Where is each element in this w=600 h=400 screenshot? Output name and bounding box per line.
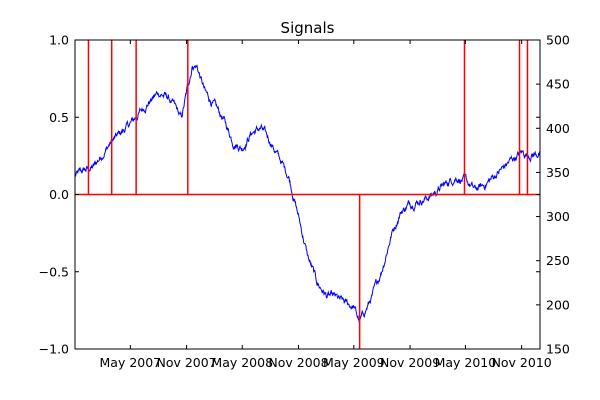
- x-tick-label: May 2008: [211, 355, 273, 370]
- right-tick-label: 450: [546, 77, 570, 92]
- left-tick-label: 0.0: [49, 187, 69, 202]
- right-tick-label: 200: [546, 297, 570, 312]
- x-tick-label: Nov 2010: [492, 355, 552, 370]
- chart-title: Signals: [281, 19, 335, 37]
- right-tick-label: 150: [546, 342, 570, 357]
- right-tick-label: 500: [546, 33, 570, 48]
- right-tick-label: 350: [546, 165, 570, 180]
- right-tick-label: 400: [546, 121, 570, 136]
- price-series-line: [75, 64, 540, 324]
- x-tick-label: Nov 2008: [268, 355, 328, 370]
- left-tick-label: −1.0: [39, 342, 69, 357]
- right-tick-label: 250: [546, 253, 570, 268]
- x-tick-label: Nov 2007: [156, 355, 216, 370]
- axes: −1.0 −0.5 0.0 0.5 1.0 150 200 250 300 350 400 450 50…: [39, 33, 570, 371]
- x-tick-label: May 2010: [435, 355, 497, 370]
- left-tick-label: 1.0: [49, 33, 69, 48]
- right-tick-label: 300: [546, 209, 570, 224]
- left-tick-label: 0.5: [49, 110, 69, 125]
- x-tick-label: Nov 2009: [380, 355, 440, 370]
- plot-content: [75, 40, 540, 349]
- x-tick-label: May 2009: [323, 355, 385, 370]
- x-tick-label: May 2007: [100, 355, 162, 370]
- left-tick-label: −0.5: [39, 264, 69, 279]
